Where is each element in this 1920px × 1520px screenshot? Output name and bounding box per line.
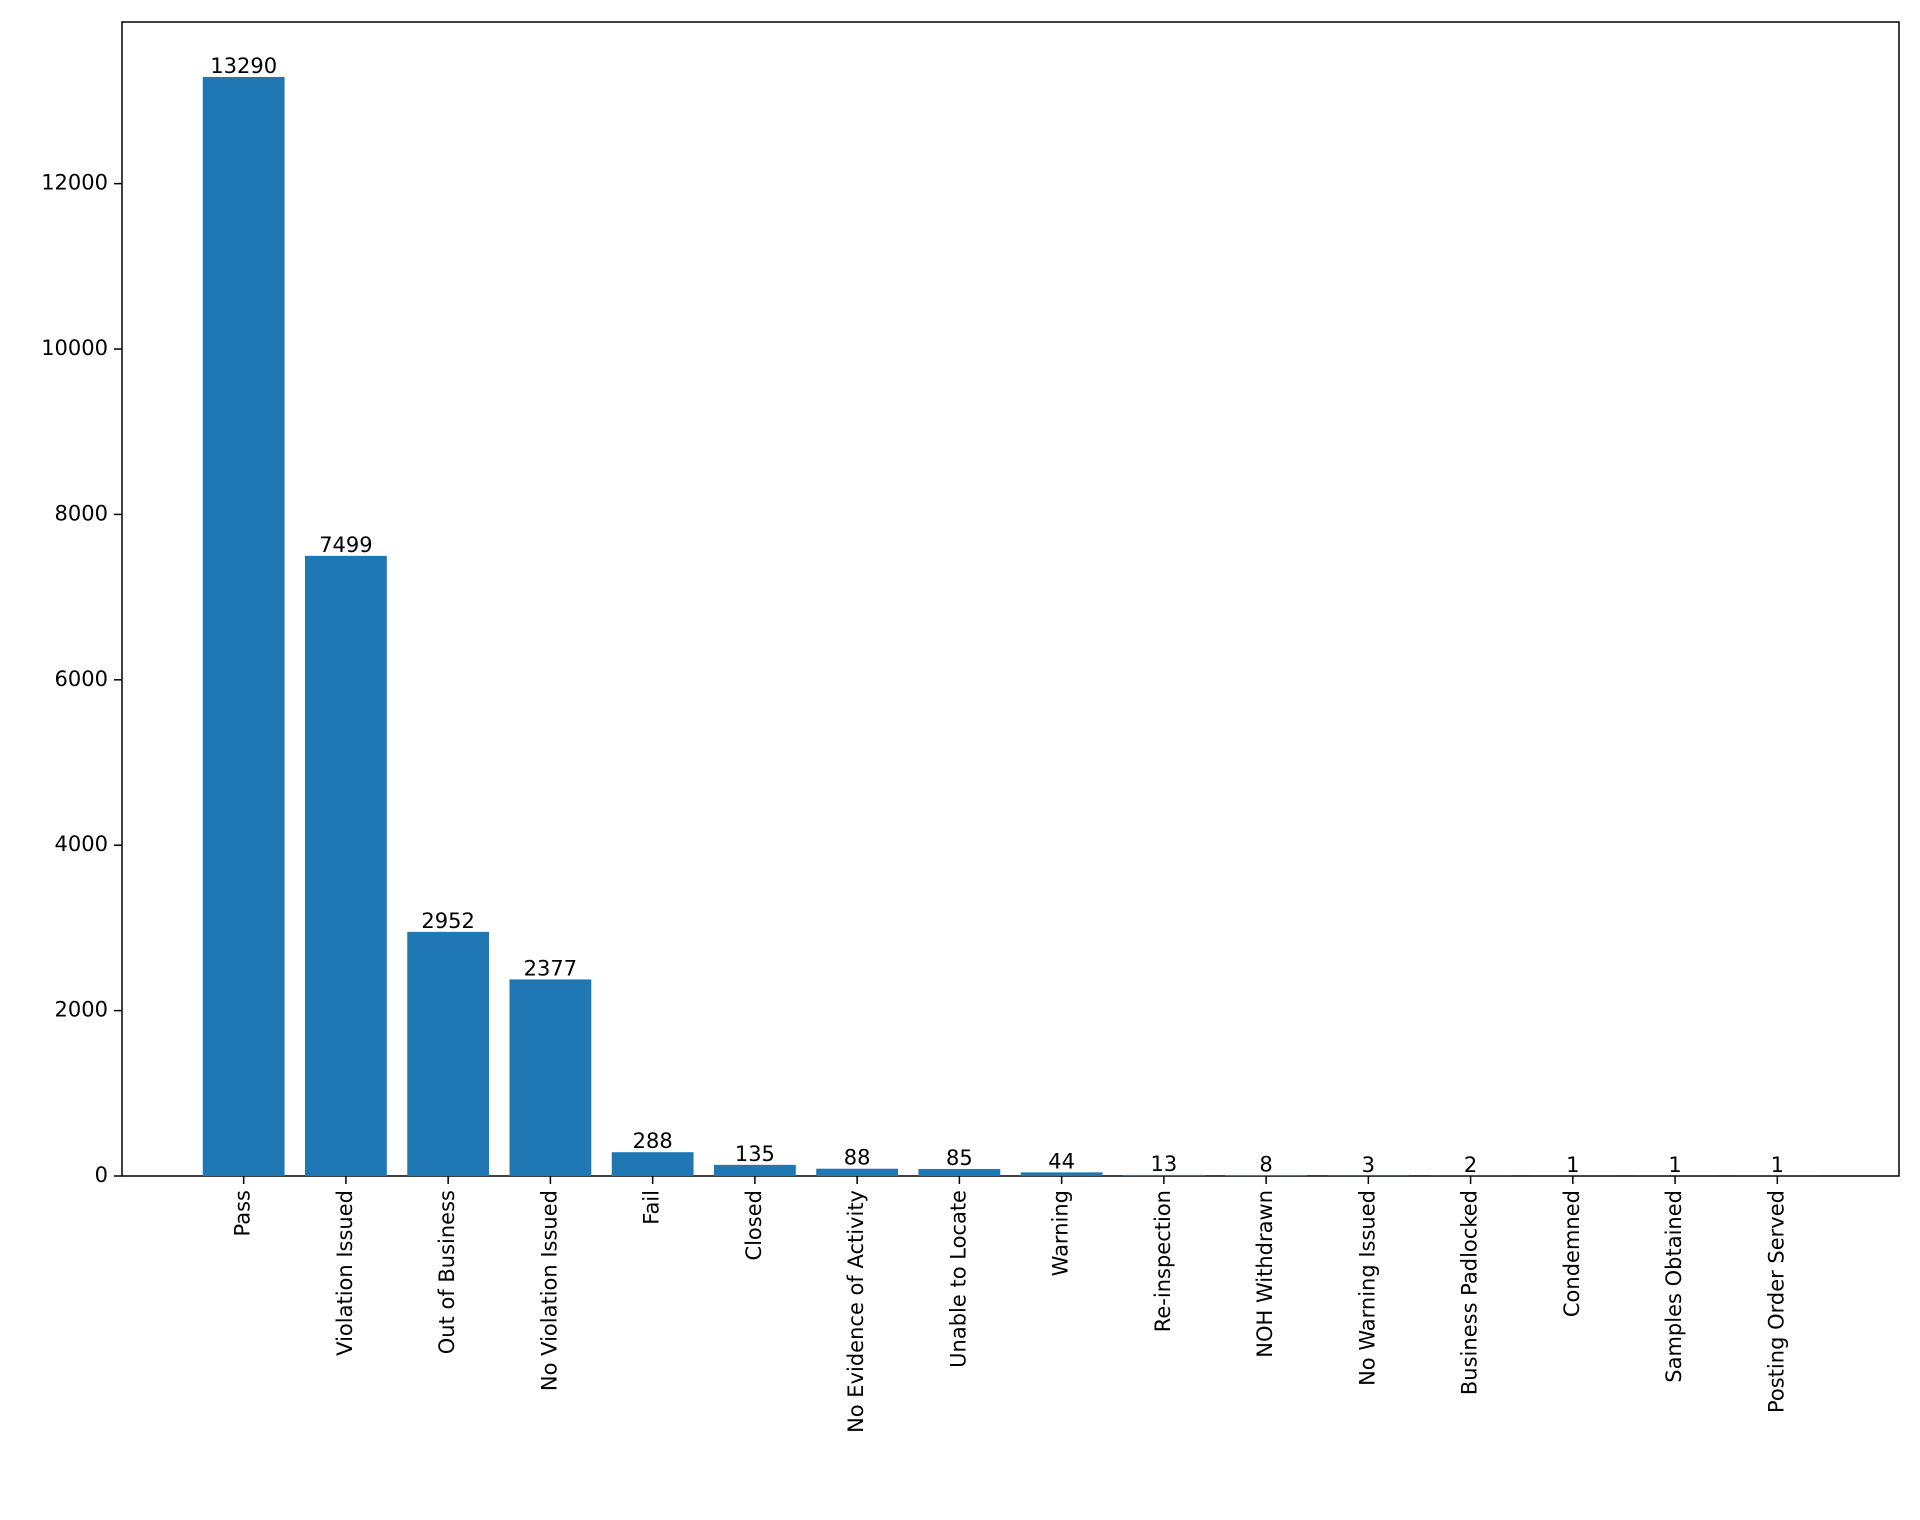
plot-frame [121,21,1900,1177]
value-label: 135 [735,1142,775,1166]
value-label: 2 [1464,1153,1477,1177]
x-tick-label: Fail [640,1190,664,1225]
value-label: 3 [1362,1153,1375,1177]
value-label: 13290 [210,54,277,78]
bar [918,1168,1001,1176]
bar [816,1168,899,1176]
bar [202,76,285,1176]
value-label: 88 [844,1146,871,1170]
value-label: 288 [633,1129,673,1153]
bar [305,555,387,1176]
bar [509,979,592,1176]
value-label: 1 [1771,1153,1784,1177]
y-tick-label: 4000 [55,832,108,856]
x-tick-label: Warning [1049,1190,1073,1276]
x-tick-label: Out of Business [435,1190,459,1354]
x-tick-label: No Warning Issued [1355,1190,1379,1386]
x-tick-label: Samples Obtained [1662,1190,1686,1383]
x-tick-label: Unable to Locate [946,1190,970,1368]
y-tick-label: 2000 [55,998,108,1022]
y-tick-label: 6000 [55,667,108,691]
bar [1225,1175,1308,1176]
x-tick-label: Business Padlocked [1458,1190,1482,1395]
bar [407,931,490,1176]
x-tick-label: Condemned [1560,1190,1584,1317]
x-tick-label: Pass [231,1190,255,1236]
value-label: 8 [1259,1152,1272,1176]
x-tick-label: NOH Withdrawn [1253,1190,1277,1358]
value-label: 44 [1048,1149,1075,1173]
bar [611,1152,694,1176]
value-label: 1 [1668,1153,1681,1177]
value-label: 85 [946,1146,973,1170]
bar [1122,1174,1205,1176]
value-label: 13 [1150,1152,1177,1176]
x-tick-label: No Evidence of Activity [844,1190,868,1433]
bar [1020,1172,1103,1176]
value-label: 7499 [319,533,372,557]
bar [713,1164,796,1176]
y-tick-label: 0 [95,1163,108,1187]
x-tick-label: Closed [742,1190,766,1261]
x-tick-label: Violation Issued [333,1190,357,1356]
x-tick-label: Posting Order Served [1764,1190,1788,1413]
value-label: 1 [1566,1153,1579,1177]
x-tick-label: No Violation Issued [537,1190,561,1391]
y-tick-label: 12000 [41,171,108,195]
value-label: 2377 [524,956,577,980]
y-tick-label: 8000 [55,501,108,525]
y-tick-label: 10000 [41,336,108,360]
x-tick-label: Re-inspection [1151,1190,1175,1332]
value-label: 2952 [421,909,474,933]
